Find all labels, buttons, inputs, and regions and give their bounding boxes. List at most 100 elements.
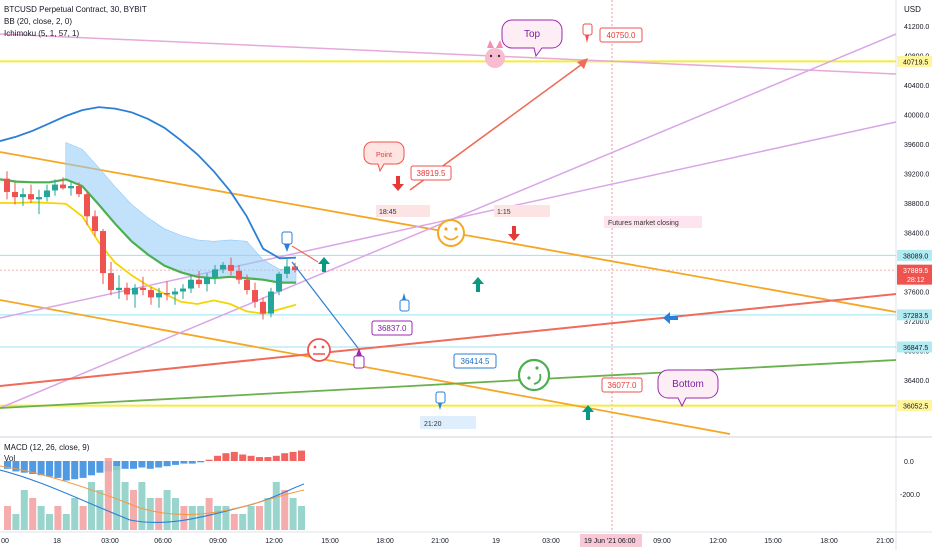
volume-bar: [289, 498, 297, 530]
crosshair-time-box: [580, 534, 642, 547]
macd-hist-bar: [71, 461, 79, 480]
x-tick-label: 15:00: [764, 538, 782, 545]
futures-note-box: [604, 216, 702, 228]
time-2120-box: [420, 416, 476, 429]
volume-bar: [222, 506, 230, 530]
projection-arrow-down: [291, 261, 359, 349]
y-tick-label: 37600.0: [904, 290, 929, 297]
macd-hist-bar: [79, 461, 87, 478]
volume-bar: [272, 482, 280, 530]
x-tick-label: 09:00: [209, 538, 227, 545]
volume-bar: [247, 506, 255, 530]
candle-body: [204, 277, 210, 285]
small-arrow: [291, 245, 319, 263]
macd-legend: MACD (12, 26, close, 9): [4, 443, 90, 452]
volume-bar: [197, 506, 205, 530]
time-115-box: [494, 205, 550, 217]
crosshair-time-label: 19 Jun '21 06:00: [584, 538, 636, 545]
sell-arrow-icon: [392, 176, 404, 191]
buy-arrow-icon: [318, 257, 330, 272]
price-label-box: [897, 55, 932, 67]
price-label-text: 37283.5: [903, 313, 928, 320]
sell-arrow-icon-2: [508, 226, 520, 241]
candle-body: [116, 287, 122, 291]
volume-bar: [79, 506, 87, 530]
price-label-text: 36847.5: [903, 345, 928, 352]
macd-tick-zero: 0.0: [904, 459, 914, 466]
time-axis: 00 18 03:00 06:00 09:00 12:00 15:00 18:00 21:00 1…: [1, 534, 894, 547]
top-bubble: [501, 19, 563, 58]
x-tick-label: 12:00: [709, 538, 727, 545]
y-tick-label: 41200.0: [904, 24, 929, 31]
macd-hist-bar: [138, 461, 146, 468]
volume-bar: [104, 458, 112, 530]
candle-body: [84, 194, 90, 217]
volume-bar: [264, 498, 272, 530]
macd-hist-bar: [188, 461, 196, 464]
currency-label[interactable]: USD: [904, 5, 921, 14]
hand-pointing-down-icon: [582, 23, 593, 43]
volume-bar: [214, 506, 221, 530]
green-trendline: [0, 359, 897, 409]
volume-bar: [46, 514, 53, 530]
macd-hist-bar: [230, 451, 238, 461]
macd-hist-bar: [180, 461, 188, 464]
target-high-box: [599, 27, 643, 43]
volume-bar: [163, 490, 171, 530]
point-bubble: [363, 141, 405, 173]
tilted-face-icon: [517, 358, 551, 392]
candle-body: [172, 291, 178, 295]
price-label-text: 38089.0: [903, 253, 928, 260]
volume-bar: [180, 506, 188, 530]
macd-pane: [0, 450, 305, 530]
macd-hist-bar: [130, 461, 137, 469]
candle-body: [52, 184, 58, 191]
level-38919-box: [410, 165, 452, 181]
candle-body: [36, 197, 42, 200]
candle-body: [212, 269, 218, 278]
sad-face-icon: [307, 338, 331, 362]
candle-body: [284, 266, 290, 274]
candle-body: [236, 270, 242, 280]
candle-body: [92, 216, 98, 232]
candle-body: [268, 291, 274, 314]
macd-hist-bar: [298, 450, 305, 461]
happy-face-icon: [437, 219, 465, 247]
bb-legend: BB (20, close, 2, 0): [4, 17, 72, 26]
x-tick-label: 03:00: [542, 538, 560, 545]
candles: [4, 171, 298, 320]
red-trendline: [0, 293, 897, 387]
macd-hist-bar: [172, 461, 179, 465]
macd-hist-bar: [163, 461, 171, 467]
candle-body: [132, 287, 138, 295]
candle-body: [28, 194, 34, 200]
volume-bar: [62, 514, 70, 530]
y-tick-label: 38400.0: [904, 231, 929, 238]
candle-body: [228, 264, 234, 271]
macd-hist-bar: [247, 455, 255, 461]
level-36414-text: 36414.5: [461, 357, 490, 366]
annotations: Top Bottom Point 40750.0 38919.5 36837.0…: [281, 19, 719, 429]
futures-note-text: Futures market closing: [608, 220, 679, 227]
price-label-box: [897, 400, 932, 412]
x-tick-label: 00: [1, 538, 9, 545]
candle-body: [292, 266, 298, 271]
hand-pointing-up-icon: [399, 293, 410, 312]
volume-bar: [205, 498, 213, 530]
macd-hist-bar: [4, 461, 11, 469]
volume-bar: [256, 506, 263, 530]
volume-bar: [71, 498, 79, 530]
level-36414-box: [453, 353, 497, 369]
hand-pointing-up-icon-2: [353, 348, 365, 369]
macd-hist-bar: [289, 451, 297, 461]
candle-body: [68, 186, 74, 189]
macd-hist-bar: [96, 461, 104, 473]
macd-hist-bar: [121, 461, 129, 469]
candle-body: [140, 287, 146, 291]
candle-body: [180, 288, 186, 292]
hand-pointing-down-icon-3: [435, 391, 446, 410]
buy-arrow-icon-2: [472, 277, 484, 292]
candle-body: [188, 279, 194, 289]
candle-body: [100, 231, 106, 274]
